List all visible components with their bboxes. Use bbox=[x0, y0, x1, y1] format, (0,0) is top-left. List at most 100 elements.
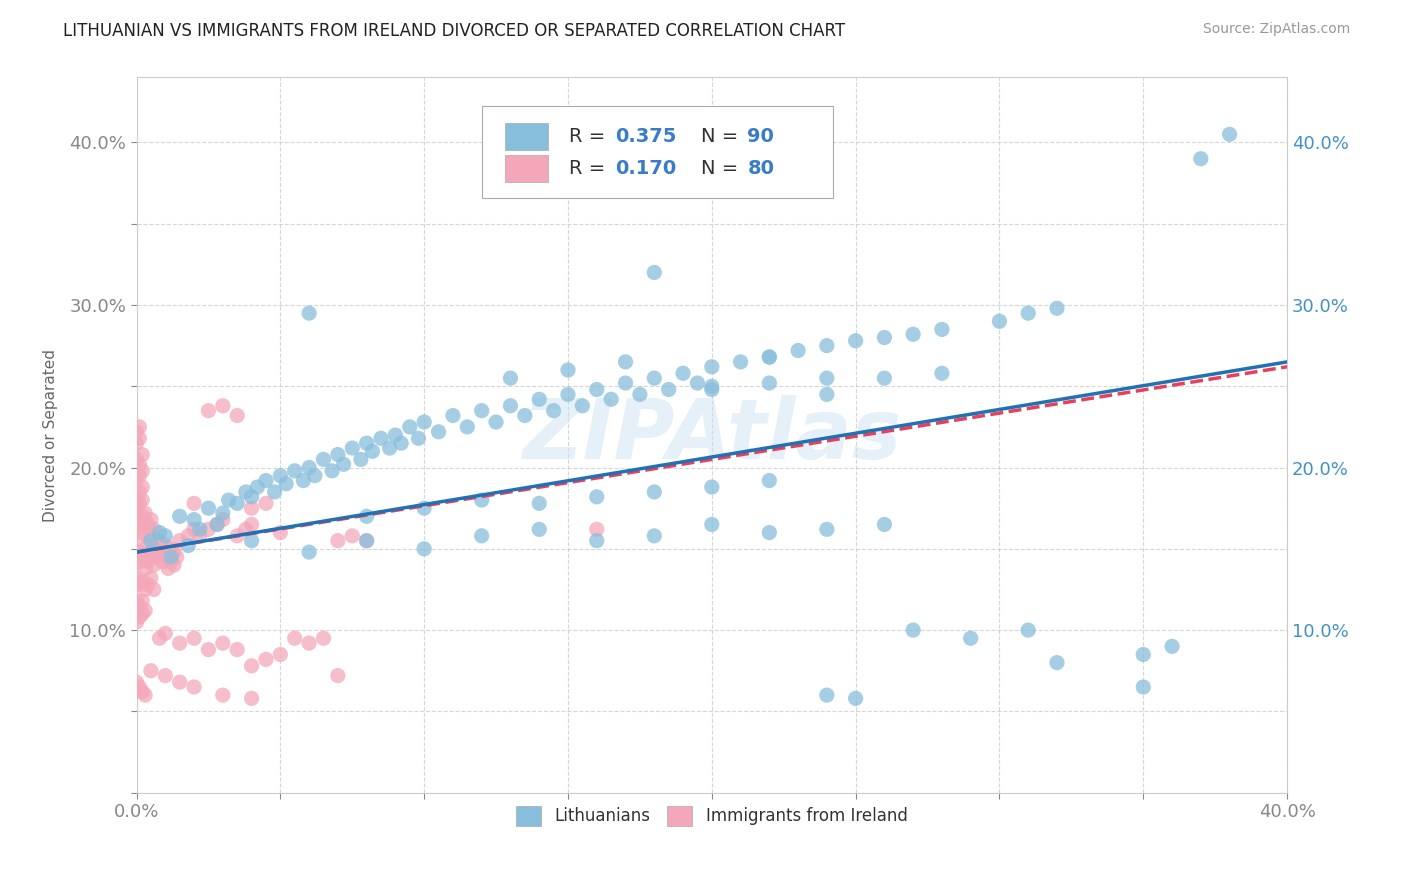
Point bbox=[513, 409, 536, 423]
Point bbox=[254, 496, 277, 510]
Point bbox=[125, 474, 148, 488]
Point bbox=[700, 480, 723, 494]
Point bbox=[169, 533, 191, 548]
Point bbox=[152, 555, 174, 569]
Point bbox=[134, 604, 156, 618]
Point bbox=[183, 522, 205, 536]
Point bbox=[183, 632, 205, 646]
Point bbox=[235, 485, 257, 500]
Text: R =: R = bbox=[569, 128, 612, 146]
Point bbox=[600, 392, 623, 407]
Point bbox=[139, 512, 162, 526]
Point bbox=[658, 383, 681, 397]
Point bbox=[160, 541, 183, 556]
Point bbox=[1017, 306, 1039, 320]
Point bbox=[686, 376, 709, 390]
Point bbox=[298, 306, 321, 320]
Point bbox=[398, 420, 420, 434]
Point bbox=[557, 387, 579, 401]
Point bbox=[456, 420, 478, 434]
Point bbox=[169, 509, 191, 524]
Point bbox=[205, 517, 228, 532]
Point bbox=[471, 403, 494, 417]
Point bbox=[1046, 656, 1069, 670]
Point bbox=[499, 371, 522, 385]
Point bbox=[758, 474, 780, 488]
Point bbox=[166, 549, 188, 564]
Point bbox=[211, 636, 233, 650]
Point bbox=[585, 533, 607, 548]
Point bbox=[226, 409, 249, 423]
Point bbox=[125, 436, 148, 450]
Point bbox=[988, 314, 1011, 328]
Point bbox=[471, 493, 494, 508]
Point bbox=[240, 490, 263, 504]
Point bbox=[614, 355, 637, 369]
Point bbox=[585, 522, 607, 536]
Point bbox=[125, 675, 148, 690]
Point bbox=[413, 415, 436, 429]
Point bbox=[142, 582, 165, 597]
Point bbox=[136, 517, 159, 532]
Point bbox=[128, 555, 150, 569]
Point bbox=[183, 496, 205, 510]
Point bbox=[155, 529, 177, 543]
Point bbox=[148, 525, 170, 540]
Point bbox=[931, 366, 953, 380]
Point bbox=[128, 599, 150, 613]
Point bbox=[873, 330, 896, 344]
Point bbox=[356, 533, 378, 548]
Point bbox=[197, 403, 219, 417]
Point bbox=[1132, 648, 1154, 662]
Point bbox=[148, 545, 170, 559]
Point bbox=[128, 485, 150, 500]
Point bbox=[350, 452, 373, 467]
Point bbox=[226, 529, 249, 543]
Point bbox=[134, 522, 156, 536]
Point bbox=[1046, 301, 1069, 316]
Point bbox=[240, 533, 263, 548]
Point bbox=[326, 668, 349, 682]
Point bbox=[128, 577, 150, 591]
Point bbox=[139, 545, 162, 559]
Point bbox=[136, 577, 159, 591]
Point bbox=[155, 539, 177, 553]
Point bbox=[312, 632, 335, 646]
Point bbox=[142, 522, 165, 536]
Point bbox=[128, 545, 150, 559]
Point bbox=[145, 549, 167, 564]
Point bbox=[730, 355, 752, 369]
Point bbox=[700, 379, 723, 393]
Point bbox=[145, 541, 167, 556]
Point bbox=[529, 522, 551, 536]
Point bbox=[499, 399, 522, 413]
Text: R =: R = bbox=[569, 159, 612, 178]
Point bbox=[389, 436, 412, 450]
Text: N =: N = bbox=[702, 159, 745, 178]
Point bbox=[139, 664, 162, 678]
Point bbox=[873, 371, 896, 385]
Point bbox=[131, 574, 153, 589]
Point bbox=[901, 623, 924, 637]
Point bbox=[211, 512, 233, 526]
Point bbox=[197, 522, 219, 536]
Point bbox=[298, 545, 321, 559]
Point bbox=[125, 501, 148, 516]
Point bbox=[298, 636, 321, 650]
Text: 0.170: 0.170 bbox=[616, 159, 676, 178]
Point bbox=[139, 529, 162, 543]
Point bbox=[240, 658, 263, 673]
Point bbox=[246, 480, 269, 494]
Point bbox=[131, 480, 153, 494]
Point bbox=[342, 441, 364, 455]
Point bbox=[211, 506, 233, 520]
Point bbox=[643, 529, 665, 543]
Point bbox=[125, 594, 148, 608]
Point bbox=[326, 533, 349, 548]
Point bbox=[269, 468, 291, 483]
Point bbox=[557, 363, 579, 377]
Point bbox=[183, 512, 205, 526]
FancyBboxPatch shape bbox=[505, 123, 548, 151]
Text: 90: 90 bbox=[748, 128, 775, 146]
Point bbox=[155, 668, 177, 682]
